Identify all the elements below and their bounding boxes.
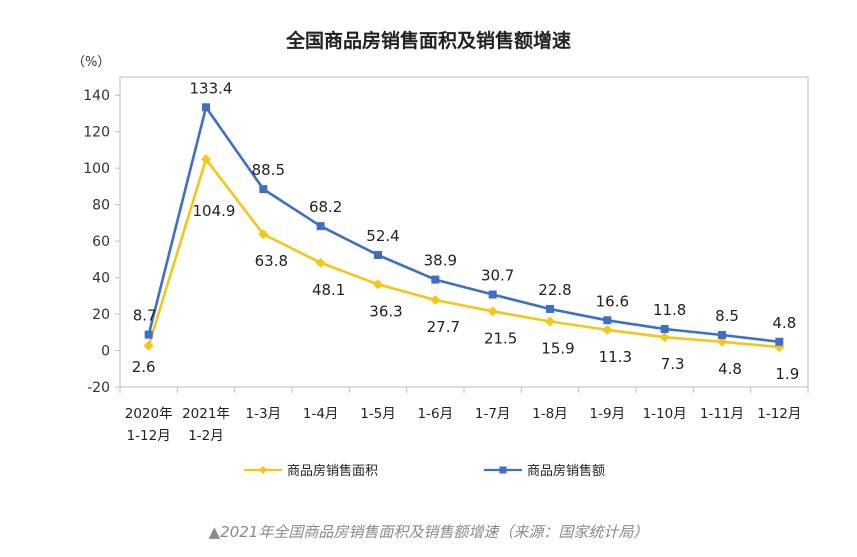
data-point <box>718 331 726 340</box>
data-label-area: 11.3 <box>599 348 632 366</box>
legend-label: 商品房销售面积 <box>287 463 378 479</box>
data-label-area: 21.5 <box>484 329 517 347</box>
x-tick-label: 1-2月 <box>188 428 224 444</box>
data-label-amount: 38.9 <box>424 252 457 270</box>
y-tick-label: 0 <box>101 344 110 360</box>
data-label-amount: 88.5 <box>252 161 285 179</box>
y-tick-label: 140 <box>83 88 110 104</box>
data-point <box>316 222 325 231</box>
x-tick-label: 2020年 <box>125 406 173 422</box>
data-point <box>144 330 153 339</box>
data-label-area: 63.8 <box>255 252 288 270</box>
data-point <box>315 257 326 268</box>
data-point <box>717 336 727 347</box>
data-label-amount: 8.7 <box>133 307 157 325</box>
x-tick-label: 1-8月 <box>532 406 568 422</box>
y-tick-label: -20 <box>87 380 110 396</box>
data-label-amount: 133.4 <box>190 79 233 97</box>
data-label-amount: 68.2 <box>309 198 342 216</box>
data-label-amount: 16.6 <box>596 292 629 310</box>
data-point <box>602 324 613 335</box>
legend-marker <box>259 466 267 474</box>
data-point <box>545 316 555 327</box>
data-label-amount: 4.8 <box>772 314 796 332</box>
x-tick-label: 1-12月 <box>127 428 171 444</box>
legend-label: 商品房销售额 <box>527 463 605 479</box>
y-tick-label: 100 <box>83 161 110 177</box>
figure-caption: ▲2021年全国商品房销售面积及销售额增速（来源：国家统计局） <box>208 523 649 541</box>
data-label-amount: 11.8 <box>653 301 686 319</box>
legend-marker <box>499 466 507 474</box>
data-point <box>374 250 382 259</box>
data-label-area: 2.6 <box>132 358 156 376</box>
data-point <box>259 185 268 194</box>
data-label-amount: 22.8 <box>538 281 571 299</box>
y-tick-label: 60 <box>92 234 110 250</box>
x-tick-label: 1-9月 <box>590 406 626 422</box>
data-label-amount: 8.5 <box>715 307 739 325</box>
data-point <box>603 316 612 325</box>
x-tick-label: 1-5月 <box>360 406 396 422</box>
x-tick-label: 1-3月 <box>246 406 282 422</box>
data-label-amount: 30.7 <box>481 267 514 285</box>
y-tick-label: 20 <box>92 307 110 323</box>
x-tick-label: 1-4月 <box>303 406 339 422</box>
data-label-area: 1.9 <box>775 365 799 383</box>
data-point <box>201 154 211 165</box>
data-point <box>373 279 383 290</box>
x-tick-label: 1-7月 <box>475 406 511 422</box>
data-label-area: 4.8 <box>718 360 742 378</box>
data-label-area: 48.1 <box>312 281 345 299</box>
data-point <box>546 304 554 313</box>
x-tick-label: 1-6月 <box>418 406 454 422</box>
y-tick-label: 120 <box>83 125 110 141</box>
series-line-area <box>147 157 780 349</box>
data-label-area: 7.3 <box>661 355 685 373</box>
data-label-area: 36.3 <box>369 302 402 320</box>
x-tick-label: 2021年 <box>182 406 230 422</box>
data-point <box>488 290 497 299</box>
data-label-area: 27.7 <box>427 318 460 336</box>
y-axis-unit: （%） <box>72 55 110 70</box>
y-tick-label: 80 <box>92 198 110 214</box>
data-label-area: 104.9 <box>193 202 236 220</box>
data-point <box>202 103 210 112</box>
data-label-amount: 52.4 <box>366 227 399 245</box>
data-point <box>660 325 669 334</box>
data-point <box>775 337 784 346</box>
x-tick-label: 1-12月 <box>757 406 801 422</box>
data-point <box>431 275 440 284</box>
x-tick-label: 1-11月 <box>700 406 744 422</box>
chart-title: 全国商品房销售面积及销售额增速 <box>285 30 571 52</box>
data-point <box>487 306 498 317</box>
data-point <box>659 332 670 343</box>
data-point <box>143 340 154 351</box>
series-line-amount <box>147 106 780 344</box>
data-point <box>258 229 269 240</box>
data-label-area: 15.9 <box>541 340 574 358</box>
data-point <box>430 295 441 306</box>
y-tick-label: 40 <box>92 271 110 287</box>
x-tick-label: 1-10月 <box>643 406 687 422</box>
